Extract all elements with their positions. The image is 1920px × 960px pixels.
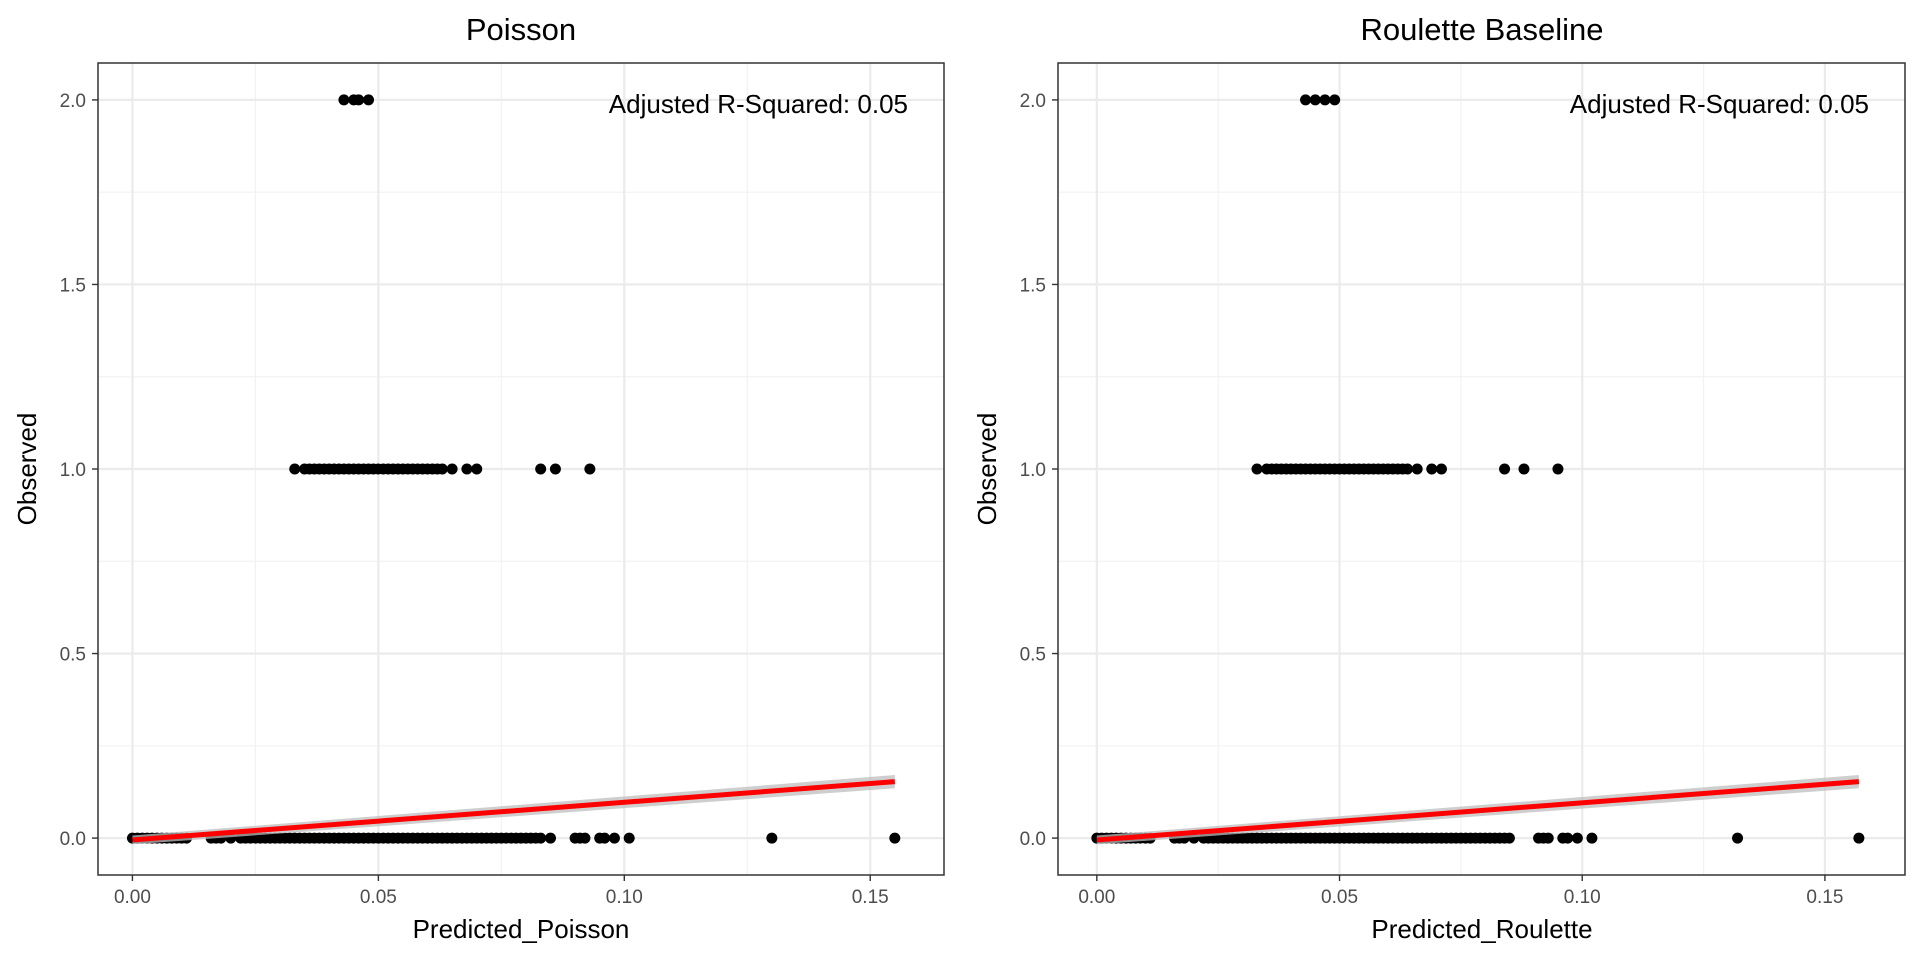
x-tick-label: 0.00: [114, 887, 151, 908]
r-squared-annotation: Adjusted R-Squared: 0.05: [1570, 89, 1869, 119]
panel-title: Roulette Baseline: [1361, 12, 1604, 47]
plot-area: 0.00 0.05 0.10 0.15 0.0 0.5 1.0 1.5 2.0 Adjusted …: [60, 62, 945, 908]
data-point: [1435, 463, 1447, 475]
y-tick-label: 0.0: [60, 829, 86, 850]
x-tick-label: 0.15: [852, 887, 889, 908]
trend-line: [1096, 779, 1860, 843]
data-point: [766, 832, 778, 844]
data-point: [1426, 463, 1438, 475]
y-axis-label: Observed: [972, 413, 1002, 526]
panel-roulette-baseline: 0.00 0.05 0.10 0.15 0.0 0.5 1.0 1.5 2.0 Adjusted …: [972, 12, 1906, 944]
data-point: [1503, 832, 1515, 844]
y-tick-label: 0.0: [1020, 829, 1046, 850]
data-point: [1319, 94, 1331, 106]
panel-title: Poisson: [466, 12, 576, 47]
data-point: [608, 832, 620, 844]
r-squared-annotation: Adjusted R-Squared: 0.05: [609, 89, 908, 119]
y-tick-label: 1.5: [1020, 275, 1046, 296]
y-tick-label: 1.5: [60, 275, 86, 296]
data-point: [584, 463, 596, 475]
data-point: [1499, 463, 1511, 475]
x-tick-label: 0.05: [1321, 887, 1358, 908]
plot-area: 0.00 0.05 0.10 0.15 0.0 0.5 1.0 1.5 2.0 Adjusted …: [1020, 62, 1906, 908]
y-tick-label: 0.5: [60, 645, 86, 666]
data-point: [1732, 832, 1744, 844]
trend-line: [132, 779, 896, 843]
x-tick-label: 0.10: [606, 887, 643, 908]
data-point: [1411, 463, 1423, 475]
x-tick-label: 0.10: [1564, 887, 1601, 908]
data-point: [1518, 463, 1530, 475]
x-tick-label: 0.05: [360, 887, 397, 908]
y-tick-label: 0.5: [1020, 645, 1046, 666]
data-point: [599, 832, 611, 844]
data-point: [1401, 463, 1413, 475]
data-point: [353, 94, 365, 106]
data-point: [535, 832, 547, 844]
data-point: [363, 94, 375, 106]
data-point: [1571, 832, 1583, 844]
data-point: [579, 832, 591, 844]
data-point: [1329, 94, 1341, 106]
y-tick-label: 2.0: [60, 91, 86, 112]
data-point: [889, 832, 901, 844]
data-point: [436, 463, 448, 475]
axes: 0.00 0.05 0.10 0.15 0.0 0.5 1.0 1.5 2.0: [60, 91, 889, 908]
data-point: [1586, 832, 1598, 844]
axes: 0.00 0.05 0.10 0.15 0.0 0.5 1.0 1.5 2.0: [1020, 91, 1844, 908]
x-axis-label: Predicted_Roulette: [1371, 914, 1592, 944]
data-point: [1309, 94, 1321, 106]
panel-border: [97, 62, 945, 876]
data-point: [623, 832, 635, 844]
x-tick-label: 0.15: [1806, 887, 1843, 908]
y-tick-label: 1.0: [60, 460, 86, 481]
data-point: [471, 463, 483, 475]
data-point: [1562, 832, 1574, 844]
data-point: [461, 463, 473, 475]
y-tick-label: 1.0: [1020, 460, 1046, 481]
data-point: [1542, 832, 1554, 844]
data-point: [549, 463, 561, 475]
data-point: [545, 832, 557, 844]
data-point: [446, 463, 458, 475]
data-point: [1300, 94, 1312, 106]
panel-border: [1057, 62, 1906, 876]
x-tick-label: 0.00: [1078, 887, 1115, 908]
y-axis-label: Observed: [12, 413, 42, 526]
data-point: [1853, 832, 1865, 844]
x-axis-label: Predicted_Poisson: [413, 914, 630, 944]
data-point: [1251, 463, 1263, 475]
data-point: [338, 94, 350, 106]
data-point: [1552, 463, 1564, 475]
data-point: [289, 463, 301, 475]
data-point: [535, 463, 547, 475]
y-tick-label: 2.0: [1020, 91, 1046, 112]
panel-poisson: 0.00 0.05 0.10 0.15 0.0 0.5 1.0 1.5 2.0 Adjusted …: [12, 12, 945, 944]
